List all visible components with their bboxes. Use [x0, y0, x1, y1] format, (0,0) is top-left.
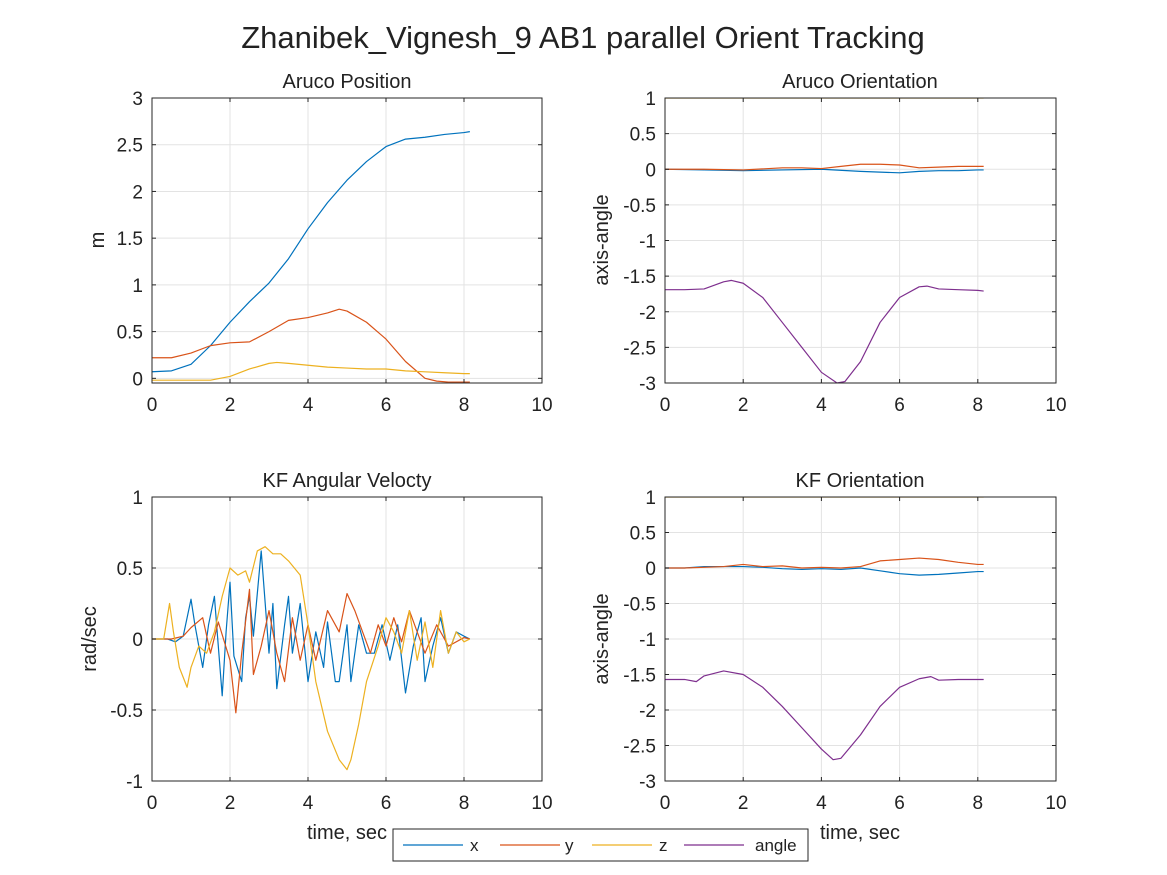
y-tick-label: -2 — [639, 701, 656, 722]
x-tick-label: 2 — [738, 395, 749, 416]
y-tick-label: -3 — [639, 772, 656, 793]
y-tick-label: 0.5 — [117, 559, 143, 580]
chart-title: KF Orientation — [796, 470, 925, 492]
y-axis-label: axis-angle — [591, 194, 613, 285]
x-tick-label: 8 — [459, 793, 470, 814]
y-tick-label: 1 — [645, 488, 656, 509]
y-tick-label: 1 — [132, 276, 143, 297]
y-tick-label: -2 — [639, 303, 656, 324]
y-tick-label: 1 — [645, 89, 656, 110]
y-tick-label: 0.5 — [630, 524, 656, 545]
series-line-angle — [665, 670, 984, 761]
series-line-z — [152, 546, 471, 771]
y-tick-label: 2 — [132, 182, 143, 203]
series-line-y — [665, 163, 984, 171]
y-tick-label: 0 — [645, 160, 656, 181]
figure-title: Zhanibek_Vignesh_9 AB1 parallel Orient T… — [241, 20, 925, 55]
y-tick-label: -2.5 — [623, 737, 656, 758]
legend-label-z: z — [659, 836, 668, 855]
y-tick-label: 1 — [132, 488, 143, 509]
series-line-y — [665, 557, 984, 569]
legend-label-x: x — [470, 836, 479, 855]
chart-aruco-orientation: Aruco Orientation axis-angle 0 2 4 6 8 10-3-2… — [591, 71, 1067, 416]
y-tick-label: -0.5 — [623, 196, 656, 217]
plot-area — [152, 98, 542, 383]
x-tick-label: 6 — [381, 395, 392, 416]
x-tick-label: 4 — [816, 793, 827, 814]
series-line-y — [152, 308, 470, 383]
x-tick-label: 6 — [381, 793, 392, 814]
y-tick-label: -0.5 — [110, 701, 143, 722]
x-tick-label: 4 — [303, 793, 314, 814]
y-tick-label: -1.5 — [623, 666, 656, 687]
x-tick-label: 8 — [459, 395, 470, 416]
series-line-x — [152, 131, 470, 373]
legend-label-y: y — [565, 836, 574, 855]
y-tick-label: 0 — [132, 369, 143, 390]
y-tick-label: 0.5 — [117, 323, 143, 344]
x-tick-label: 2 — [225, 793, 236, 814]
y-tick-label: 2.5 — [117, 136, 143, 157]
x-tick-label: 0 — [660, 793, 671, 814]
y-tick-label: -2.5 — [623, 338, 656, 359]
series-line-x — [665, 168, 984, 174]
chart-kf-angular-velocity: KF Angular Velocty rad/sec time, sec 0 2 4… — [79, 470, 553, 844]
y-tick-label: 1.5 — [117, 229, 143, 250]
legend: x y z angle — [392, 828, 809, 862]
x-tick-label: 8 — [973, 793, 984, 814]
x-tick-label: 0 — [147, 793, 158, 814]
x-tick-label: 10 — [531, 793, 552, 814]
x-tick-label: 10 — [1045, 793, 1066, 814]
x-tick-label: 0 — [660, 395, 671, 416]
chart-title: Aruco Position — [283, 71, 412, 93]
series-line-angle — [665, 279, 984, 383]
chart-title: KF Angular Velocty — [263, 470, 432, 492]
y-axis-label: axis-angle — [591, 593, 613, 684]
x-tick-label: 0 — [147, 395, 158, 416]
legend-label-angle: angle — [755, 836, 797, 855]
x-tick-label: 4 — [816, 395, 827, 416]
y-tick-label: -1 — [639, 232, 656, 253]
chart-title: Aruco Orientation — [782, 71, 938, 93]
y-tick-label: -1 — [639, 630, 656, 651]
y-tick-label: -3 — [639, 374, 656, 395]
x-tick-label: 6 — [894, 395, 905, 416]
y-tick-label: -0.5 — [623, 595, 656, 616]
y-axis-label: rad/sec — [79, 606, 101, 672]
chart-aruco-position: Aruco Position m 0 2 4 6 8 10 0 0.5 1 1.5 2 2.5 3 — [87, 71, 553, 416]
x-tick-label: 8 — [973, 395, 984, 416]
y-tick-label: 0 — [645, 559, 656, 580]
series-line-x — [152, 550, 471, 697]
chart-kf-orientation: KF Orientation axis-angle time, sec 0 2 4 6… — [591, 470, 1067, 844]
y-axis-label: m — [87, 232, 109, 249]
y-tick-label: 0 — [132, 630, 143, 651]
x-axis-label: time, sec — [820, 822, 900, 844]
series-line-z — [152, 361, 470, 381]
y-tick-label: -1.5 — [623, 267, 656, 288]
y-tick-label: 0.5 — [630, 125, 656, 146]
y-tick-label: -1 — [126, 772, 143, 793]
y-tick-label: 3 — [132, 89, 143, 110]
x-tick-label: 2 — [225, 395, 236, 416]
x-tick-label: 2 — [738, 793, 749, 814]
x-tick-label: 4 — [303, 395, 314, 416]
x-tick-label: 10 — [531, 395, 552, 416]
x-axis-label: time, sec — [307, 822, 387, 844]
x-tick-label: 6 — [894, 793, 905, 814]
x-tick-label: 10 — [1045, 395, 1066, 416]
axes-box — [151, 97, 543, 384]
